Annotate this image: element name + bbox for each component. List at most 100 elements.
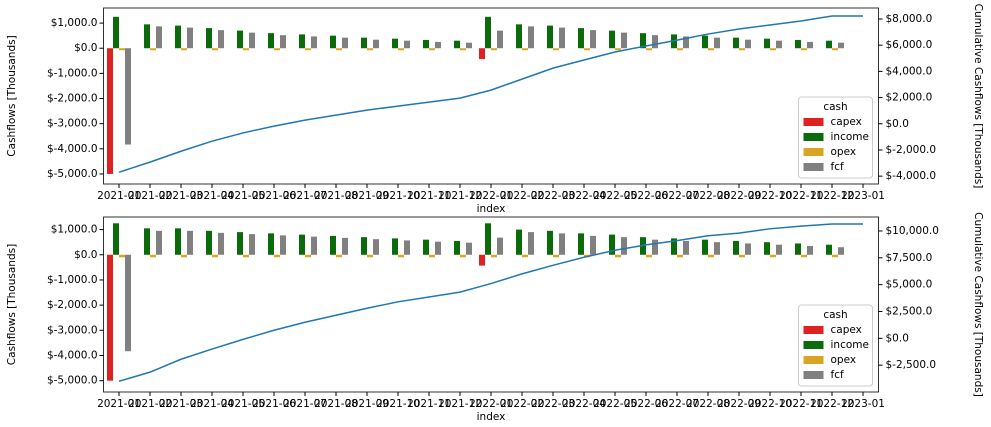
bar xyxy=(460,254,466,258)
x-tick-label: 2022-11 xyxy=(779,190,823,202)
bar xyxy=(398,48,404,51)
bar xyxy=(795,39,801,49)
y-axis-label: Cashflows [Thousands] xyxy=(6,35,18,156)
bar xyxy=(299,234,305,255)
bar xyxy=(119,254,125,258)
x-tick-label: 2022-05 xyxy=(593,398,637,410)
x-tick-label: 2022-10 xyxy=(748,398,792,410)
bar xyxy=(150,48,156,51)
bar xyxy=(181,48,187,51)
legend-label: fcf xyxy=(831,161,844,173)
bar xyxy=(305,48,311,51)
y2-tick-label: $-2,500.0 xyxy=(886,359,937,371)
bar xyxy=(187,27,193,49)
bar xyxy=(206,230,212,255)
bar xyxy=(528,26,534,49)
y-tick-label: $-2,000.0 xyxy=(47,299,98,311)
bar xyxy=(832,254,838,258)
bar xyxy=(150,254,156,258)
bar xyxy=(590,235,596,255)
bar xyxy=(553,48,559,51)
bar xyxy=(714,37,720,49)
bar xyxy=(454,240,460,255)
axes-frame xyxy=(103,216,879,393)
bar xyxy=(826,244,832,255)
bar xyxy=(640,33,646,49)
x-tick-label: 2021-01 xyxy=(97,398,141,410)
bar xyxy=(677,48,683,51)
bar xyxy=(429,254,435,258)
bar xyxy=(547,230,553,255)
x-tick-label: 2021-11 xyxy=(407,398,451,410)
x-tick-label: 2022-12 xyxy=(810,190,854,202)
x-tick-label: 2022-08 xyxy=(686,190,730,202)
bar xyxy=(373,39,379,49)
bar xyxy=(708,254,714,258)
y-tick-label: $-3,000.0 xyxy=(47,324,98,336)
x-tick-label: 2021-05 xyxy=(221,398,265,410)
legend-swatch xyxy=(803,163,824,171)
bar xyxy=(745,39,751,49)
bar xyxy=(392,238,398,255)
x-tick-label: 2023-01 xyxy=(841,398,885,410)
x-tick-label: 2021-02 xyxy=(128,190,172,202)
bar xyxy=(838,247,844,255)
y-tick-label: $0.0 xyxy=(74,42,97,54)
bar xyxy=(770,254,776,258)
bar xyxy=(156,230,162,255)
bar xyxy=(125,254,131,352)
y2-tick-label: $8,000.0 xyxy=(886,13,933,25)
legend-label: opex xyxy=(831,354,857,366)
bar xyxy=(615,48,621,51)
x-tick-label: 2021-09 xyxy=(345,398,389,410)
bar xyxy=(671,238,677,255)
bar xyxy=(807,41,813,49)
bar xyxy=(330,235,336,255)
y2-tick-label: $4,000.0 xyxy=(886,65,933,77)
x-tick-label: 2022-04 xyxy=(562,190,606,202)
bar xyxy=(745,243,751,255)
legend-swatch xyxy=(803,341,824,349)
x-tick-label: 2022-01 xyxy=(469,398,513,410)
bar xyxy=(770,48,776,51)
bar xyxy=(553,254,559,258)
x-tick-label: 2022-05 xyxy=(593,190,637,202)
y2-axis-label: Cumulative Cashflows [Thousands] xyxy=(972,212,984,397)
bar xyxy=(361,37,367,49)
y2-tick-label: $-2,000.0 xyxy=(886,144,937,156)
legend-swatch xyxy=(803,133,824,141)
y-tick-label: $-4,000.0 xyxy=(47,349,98,361)
x-tick-label: 2022-09 xyxy=(717,190,761,202)
bar xyxy=(212,48,218,51)
x-tick-label: 2022-04 xyxy=(562,398,606,410)
y2-axis-label: Cumulative Cashflows [Thousands] xyxy=(972,4,984,189)
bar xyxy=(795,243,801,255)
bar xyxy=(336,48,342,51)
y-axis-label: Cashflows [Thousands] xyxy=(6,244,18,365)
y-tick-label: $-4,000.0 xyxy=(47,143,98,155)
x-tick-label: 2021-08 xyxy=(314,190,358,202)
bar xyxy=(435,41,441,49)
bar xyxy=(702,35,708,49)
bar xyxy=(826,40,832,49)
bar xyxy=(683,36,689,49)
bar xyxy=(733,240,739,255)
x-axis-label: index xyxy=(477,203,506,215)
bar xyxy=(516,229,522,255)
bar xyxy=(776,40,782,49)
bar xyxy=(435,241,441,255)
bar xyxy=(479,48,485,60)
x-tick-label: 2022-06 xyxy=(624,398,668,410)
y2-tick-label: $10,000.0 xyxy=(886,225,939,237)
bar xyxy=(764,242,770,255)
bar xyxy=(367,48,373,51)
legend-box xyxy=(798,304,873,387)
bar xyxy=(485,16,491,49)
bar xyxy=(485,223,491,255)
bar xyxy=(609,234,615,255)
legend-swatch xyxy=(803,356,824,364)
bar xyxy=(522,254,528,258)
x-tick-label: 2022-12 xyxy=(810,398,854,410)
bar xyxy=(398,254,404,258)
legend-box xyxy=(798,96,873,179)
